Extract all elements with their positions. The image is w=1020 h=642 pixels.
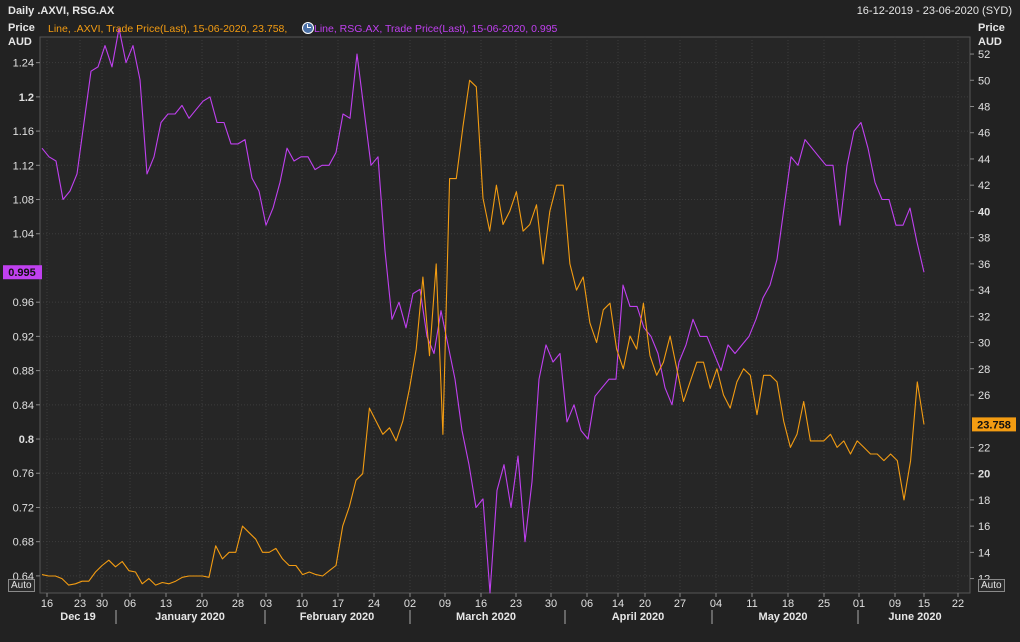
right-axis-title-1: Price — [978, 22, 1005, 34]
right-tick-label: 50 — [978, 75, 990, 87]
x-day-label: 30 — [545, 598, 557, 610]
x-day-label: 02 — [404, 598, 416, 610]
right-tick-label: 26 — [978, 390, 990, 402]
left-tick-label: 1.24 — [13, 58, 34, 70]
auto-scale-right-button[interactable]: Auto — [978, 579, 1005, 592]
left-tick-label: 1.2 — [19, 92, 34, 104]
clock-icon — [302, 22, 314, 34]
axvi-last-value-text: 23.758 — [977, 419, 1011, 431]
x-day-label: 09 — [889, 598, 901, 610]
x-day-label: 20 — [639, 598, 651, 610]
left-tick-label: 0.72 — [13, 502, 34, 514]
x-month-label: June 2020 — [888, 611, 941, 623]
axvi-last-value-badge — [972, 417, 1016, 432]
chart-title: Daily .AXVI, RSG.AX — [8, 5, 115, 17]
x-day-label: 10 — [296, 598, 308, 610]
x-month-label: April 2020 — [612, 611, 665, 623]
x-day-label: 16 — [41, 598, 53, 610]
x-month-label: March 2020 — [456, 611, 516, 623]
x-day-label: 04 — [710, 598, 722, 610]
series-line-rsg — [41, 27, 925, 594]
right-tick-label: 32 — [978, 311, 990, 323]
x-day-label: 06 — [581, 598, 593, 610]
right-tick-label: 48 — [978, 102, 990, 114]
left-tick-label: 0.88 — [13, 366, 34, 378]
right-tick-label: 40 — [978, 206, 990, 218]
x-day-label: 23 — [510, 598, 522, 610]
left-axis-title-2: AUD — [8, 36, 32, 48]
x-day-label: 20 — [196, 598, 208, 610]
right-tick-label: 42 — [978, 180, 990, 192]
x-day-label: 13 — [160, 598, 172, 610]
x-day-label: 03 — [260, 598, 272, 610]
rsg-last-value-badge — [3, 265, 42, 280]
date-range: 16-12-2019 - 23-06-2020 (SYD) — [856, 5, 1012, 17]
grid-lines — [40, 37, 970, 593]
left-tick-label: 0.96 — [13, 297, 34, 309]
x-day-label: 09 — [439, 598, 451, 610]
left-tick-label: 0.84 — [13, 400, 34, 412]
right-axis: 5250484644424038363432302826222018161412 — [970, 49, 990, 586]
plot-area — [39, 36, 971, 594]
x-day-label: 06 — [124, 598, 136, 610]
x-month-label: Dec 19 — [60, 611, 95, 623]
right-tick-label: 52 — [978, 49, 990, 61]
left-axis-title-1: Price — [8, 22, 35, 34]
left-tick-label: 0.76 — [13, 468, 34, 480]
x-day-label: 01 — [853, 598, 865, 610]
x-day-label: 15 — [918, 598, 930, 610]
series-layer — [41, 27, 925, 594]
right-tick-label: 14 — [978, 547, 990, 559]
x-day-label: 18 — [782, 598, 794, 610]
right-tick-label: 38 — [978, 233, 990, 245]
x-day-label: 27 — [674, 598, 686, 610]
x-day-label: 24 — [368, 598, 380, 610]
last-value-badges: 0.995 23.758 — [3, 265, 1016, 432]
x-day-label: 17 — [332, 598, 344, 610]
right-tick-label: 30 — [978, 338, 990, 350]
left-tick-label: 0.68 — [13, 537, 34, 549]
x-day-label: 16 — [475, 598, 487, 610]
x-axis: 16 23 30 06 13 20 28 03 10 17 24 02 09 16 23 30 06 14 20 27… — [41, 593, 964, 624]
auto-scale-left-button[interactable]: Auto — [8, 579, 35, 592]
x-day-label: 14 — [612, 598, 624, 610]
right-tick-label: 28 — [978, 364, 990, 376]
right-tick-label: 44 — [978, 154, 990, 166]
x-day-label: 25 — [818, 598, 830, 610]
x-day-label: 30 — [96, 598, 108, 610]
x-month-label: May 2020 — [759, 611, 808, 623]
left-tick-label: 1.04 — [13, 229, 34, 241]
left-axis: 1.24 1.2 1.16 1.12 1.08 1.04 0.96 0.92 0.88 0.84 0… — [13, 58, 40, 583]
right-tick-label: 36 — [978, 259, 990, 271]
x-day-label: 23 — [74, 598, 86, 610]
left-tick-label: 1.08 — [13, 195, 34, 207]
right-tick-label: 22 — [978, 442, 990, 454]
right-tick-label: 20 — [978, 469, 990, 481]
series-line-axvi — [41, 79, 925, 586]
x-day-label: 11 — [746, 598, 757, 610]
rsg-last-value-text: 0.995 — [8, 267, 36, 279]
right-tick-label: 46 — [978, 128, 990, 140]
left-tick-label: 0.8 — [19, 434, 34, 446]
left-tick-label: 1.12 — [13, 160, 34, 172]
x-month-label: January 2020 — [155, 611, 225, 623]
right-axis-title-2: AUD — [978, 36, 1002, 48]
right-tick-label: 18 — [978, 495, 990, 507]
left-tick-label: 1.16 — [13, 126, 34, 138]
legend-series-rsg[interactable]: Line, RSG.AX, Trade Price(Last), 15-06-2… — [314, 23, 558, 35]
legend-series-axvi[interactable]: Line, .AXVI, Trade Price(Last), 15-06-20… — [48, 23, 288, 35]
right-tick-label: 34 — [978, 285, 990, 297]
x-month-label: February 2020 — [300, 611, 375, 623]
x-day-label: 22 — [952, 598, 964, 610]
x-day-label: 28 — [232, 598, 244, 610]
left-tick-label: 0.92 — [13, 331, 34, 343]
right-tick-label: 16 — [978, 521, 990, 533]
